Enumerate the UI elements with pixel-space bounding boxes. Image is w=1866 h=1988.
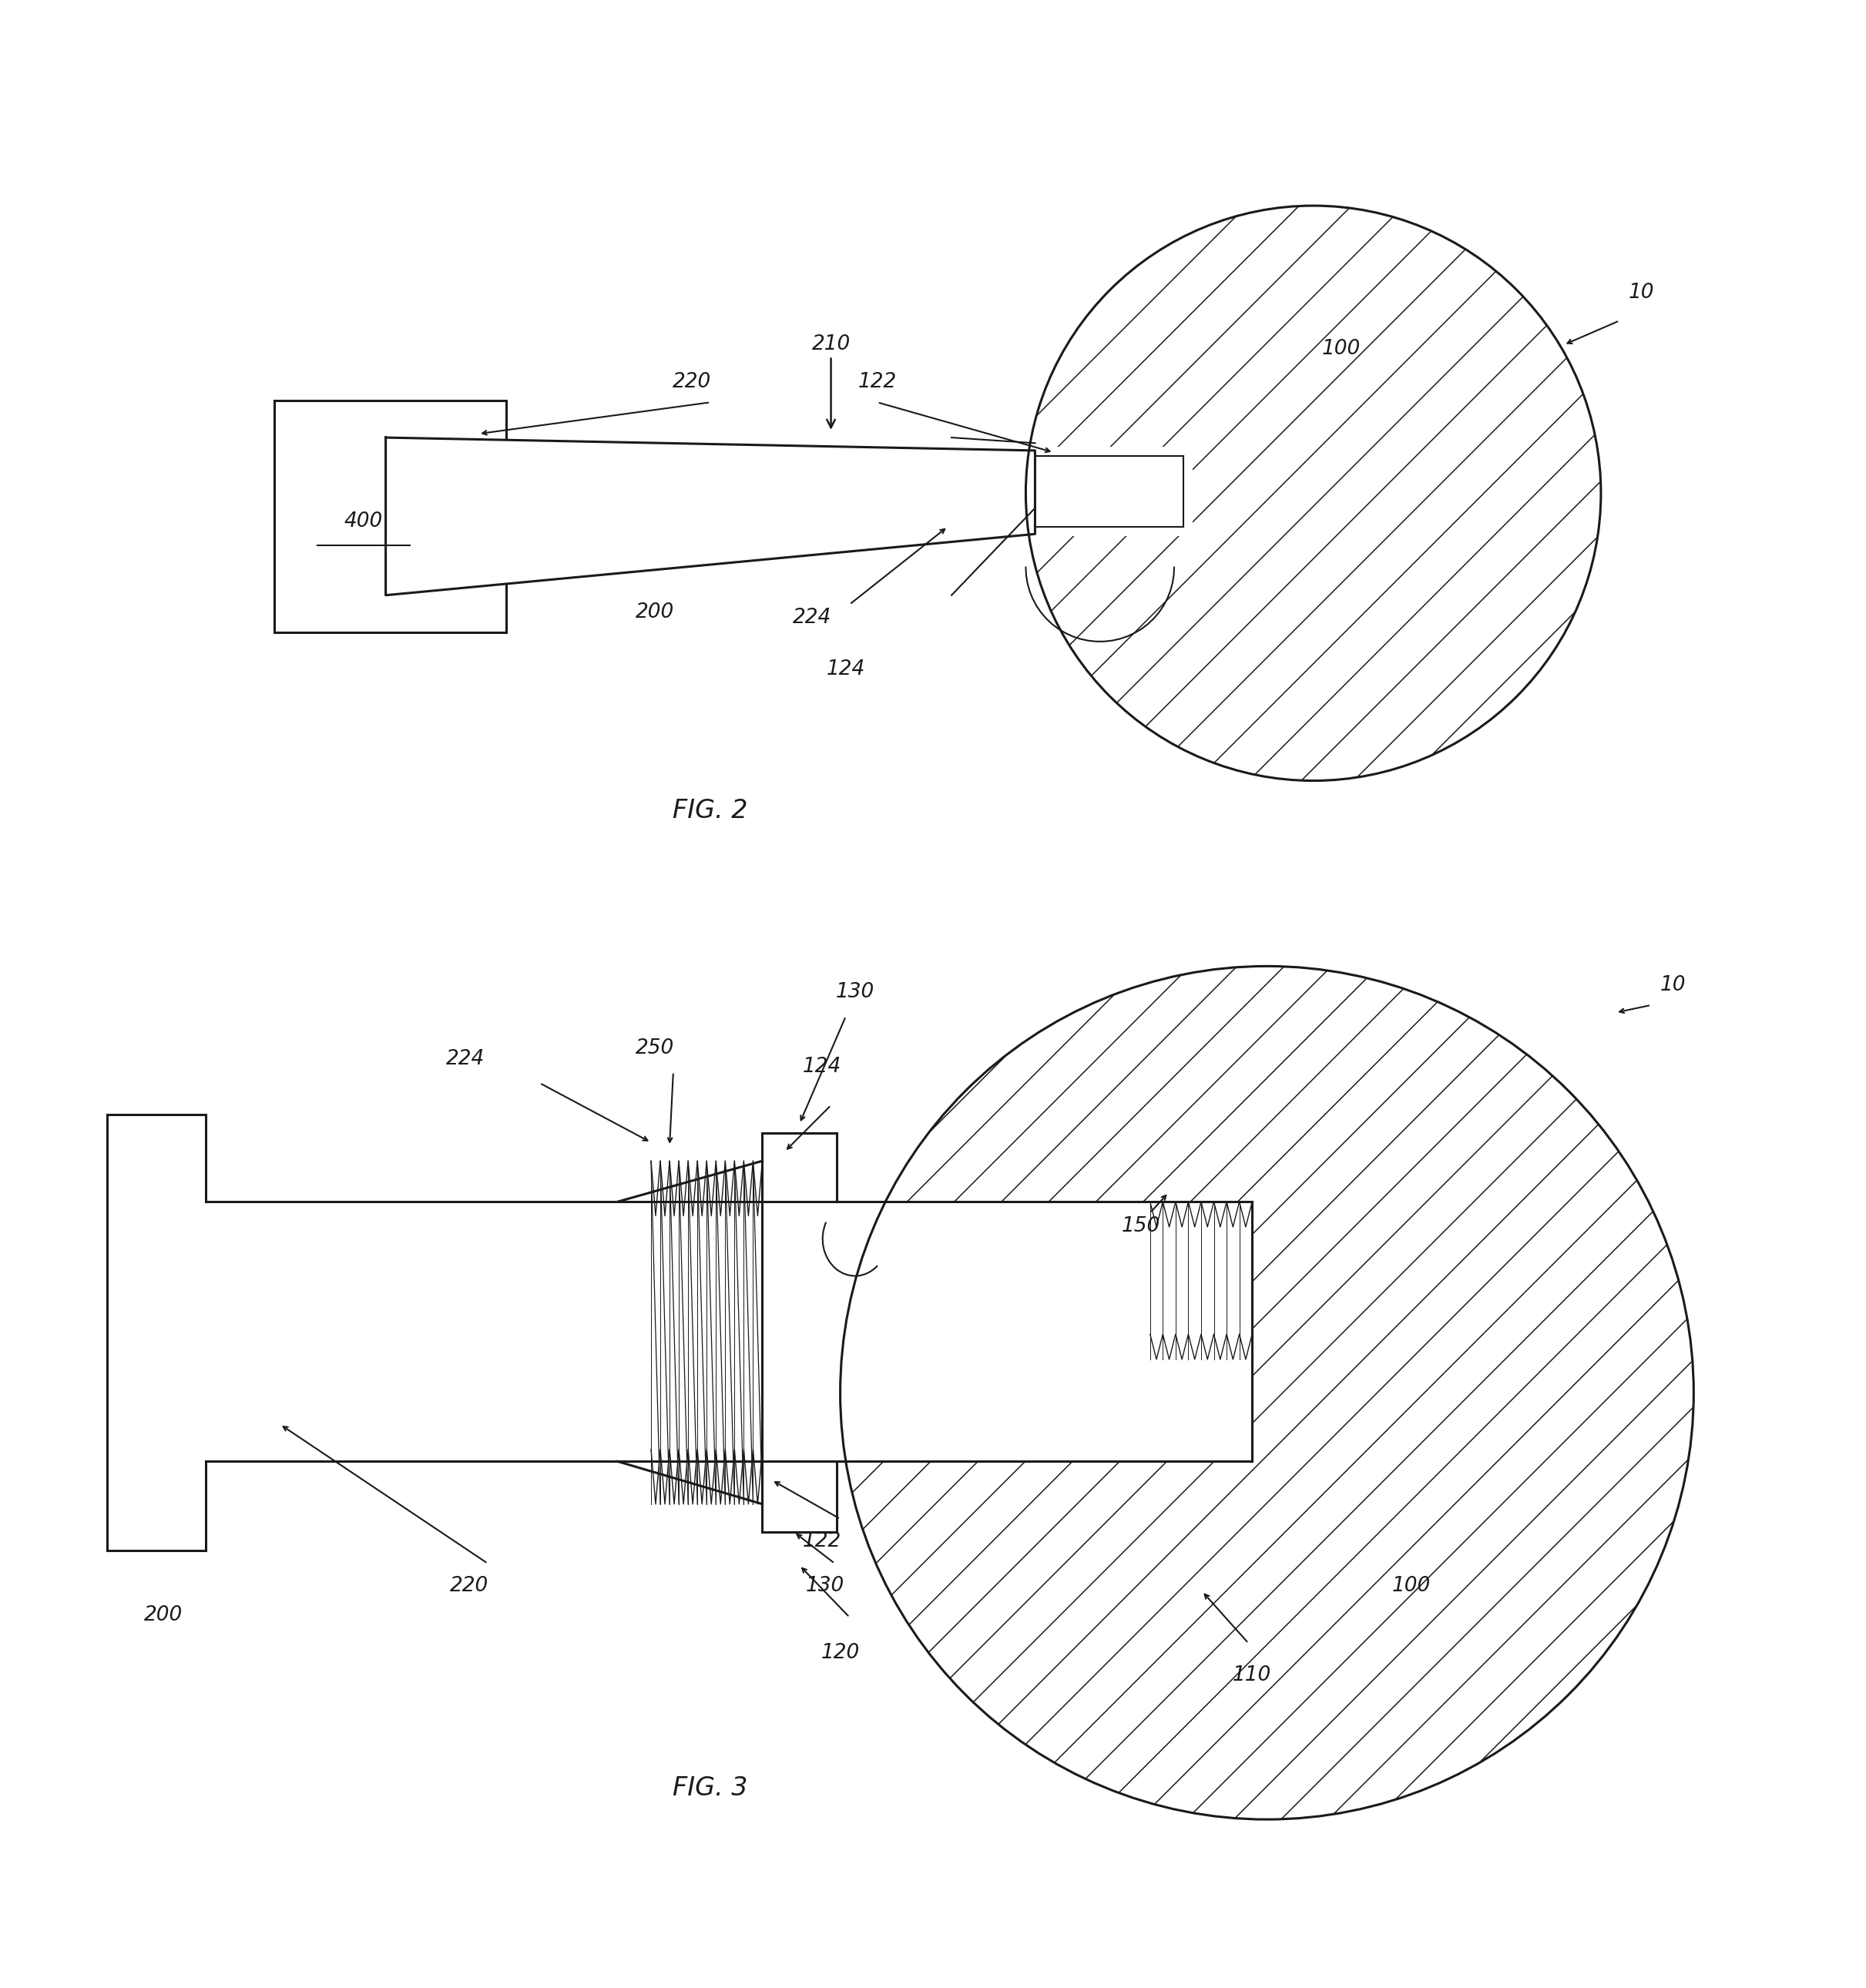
Text: 220: 220: [672, 372, 711, 392]
Text: 124: 124: [802, 1056, 842, 1077]
Text: 120: 120: [821, 1642, 860, 1662]
Text: 100: 100: [1321, 338, 1360, 358]
Text: 122: 122: [802, 1531, 842, 1551]
Text: 224: 224: [793, 608, 832, 628]
Text: 124: 124: [827, 660, 866, 680]
Polygon shape: [618, 1161, 763, 1201]
Text: 130: 130: [836, 982, 875, 1002]
Text: 200: 200: [634, 602, 674, 622]
Polygon shape: [1036, 455, 1183, 527]
Text: 122: 122: [858, 372, 898, 392]
Text: 400: 400: [343, 511, 383, 531]
Text: 130: 130: [806, 1576, 845, 1596]
Bar: [108, 1201, 763, 1461]
Text: 110: 110: [1233, 1664, 1271, 1686]
Text: FIG. 2: FIG. 2: [674, 797, 748, 823]
Text: 224: 224: [446, 1050, 485, 1070]
Polygon shape: [386, 437, 1036, 594]
Text: 150: 150: [1121, 1217, 1161, 1237]
Bar: [763, 1461, 836, 1533]
Text: 250: 250: [634, 1038, 674, 1058]
Bar: [763, 1133, 836, 1201]
Bar: [1026, 447, 1192, 537]
Text: 200: 200: [144, 1606, 183, 1626]
Bar: [108, 1115, 205, 1551]
Polygon shape: [618, 1461, 763, 1505]
Bar: [274, 400, 506, 632]
Text: 10: 10: [1661, 974, 1687, 994]
Text: FIG. 3: FIG. 3: [674, 1775, 748, 1801]
Text: 10: 10: [1629, 282, 1655, 302]
Text: 100: 100: [1392, 1576, 1431, 1596]
Text: 220: 220: [450, 1576, 489, 1596]
Text: 210: 210: [812, 334, 851, 427]
Bar: [763, 1201, 1252, 1461]
